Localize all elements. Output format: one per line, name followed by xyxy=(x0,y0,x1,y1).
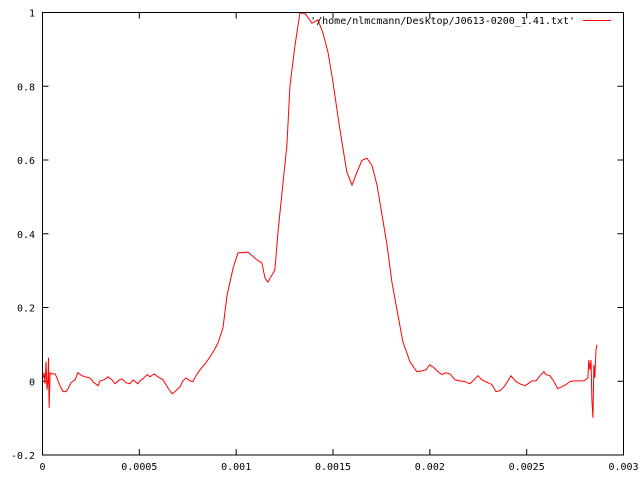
x-tick-label: 0.002 xyxy=(415,462,445,473)
y-tick-label: 0.4 xyxy=(17,230,35,241)
plot-border xyxy=(42,12,624,456)
x-tick-label: 0.0015 xyxy=(315,462,351,473)
x-tick-label: 0.003 xyxy=(608,462,638,473)
legend: '/home/nlmcmann/Desktop/J0613-0200_1.41.… xyxy=(310,16,611,27)
x-tick-label: 0 xyxy=(39,462,45,473)
y-tick-label: 0.8 xyxy=(17,82,35,93)
y-tick-label: -0.2 xyxy=(11,451,35,462)
x-tick-labels: 0 0.0005 0.001 0.0015 0.002 0.0025 0.003 xyxy=(39,462,638,473)
legend-label: '/home/nlmcmann/Desktop/J0613-0200_1.41.… xyxy=(310,16,575,27)
y-tick-label: 0.6 xyxy=(17,156,35,167)
axis-ticks xyxy=(42,12,624,456)
data-series-line xyxy=(42,12,598,418)
x-tick-label: 0.001 xyxy=(221,462,251,473)
y-tick-label: 0 xyxy=(29,377,35,388)
x-tick-label: 0.0025 xyxy=(509,462,545,473)
y-tick-labels: -0.2 0 0.2 0.4 0.6 0.8 1 xyxy=(11,9,35,463)
y-tick-label: 0.2 xyxy=(17,304,35,315)
y-tick-label: 1 xyxy=(29,9,35,20)
x-tick-label: 0.0005 xyxy=(121,462,157,473)
